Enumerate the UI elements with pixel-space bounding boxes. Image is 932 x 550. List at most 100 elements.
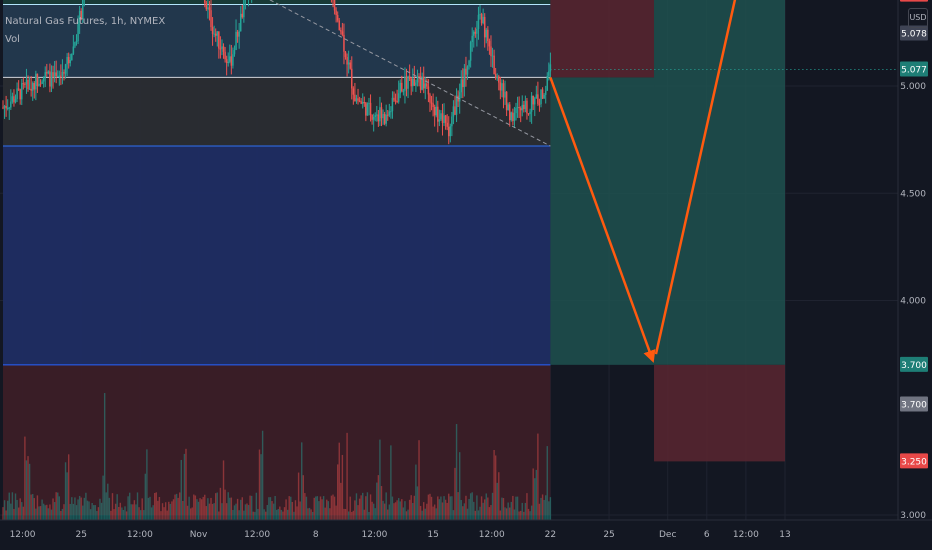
candle-body: [365, 102, 367, 116]
volume-bar: [540, 497, 542, 520]
volume-bar: [143, 510, 145, 520]
candle-body: [451, 116, 453, 127]
candle-body: [413, 78, 416, 86]
volume-bar: [391, 496, 394, 520]
price-tag-label: 3.250: [901, 457, 927, 467]
volume-bar: [38, 506, 40, 520]
volume-bar: [443, 496, 445, 520]
volume-bar: [397, 498, 400, 520]
volume-bar: [113, 509, 115, 520]
candle-body: [236, 31, 239, 37]
profit-zone: [654, 0, 785, 365]
candle-body: [369, 102, 372, 115]
volume-bar: [63, 504, 65, 520]
candle-body: [33, 83, 36, 90]
currency-button[interactable]: USD: [908, 8, 928, 28]
volume-bar: [218, 511, 220, 520]
candle-body: [64, 64, 67, 74]
volume-bar: [86, 500, 89, 520]
candle-body: [518, 107, 520, 109]
candle-body: [25, 79, 28, 85]
volume-bar: [269, 497, 272, 520]
volume-bar: [429, 493, 431, 520]
volume-bar: [27, 456, 29, 520]
volume-bar: [463, 503, 466, 520]
volume-bar: [83, 497, 86, 520]
candle-body: [496, 76, 498, 79]
candle-body: [544, 90, 547, 95]
candle-body: [399, 82, 402, 94]
candle-body: [474, 31, 477, 34]
volume-bar: [471, 492, 473, 520]
volume-bar: [44, 505, 46, 520]
candle-body: [473, 31, 475, 36]
candle-body: [27, 79, 29, 90]
volume-bar: [291, 501, 294, 520]
volume-bar: [114, 503, 117, 520]
candle-body: [77, 21, 79, 42]
volume-bar: [308, 507, 311, 520]
volume-bar: [252, 511, 254, 520]
volume-bar: [235, 503, 237, 520]
volume-bar: [144, 473, 147, 520]
volume-bar: [288, 496, 290, 520]
time-tick-label: 25: [603, 530, 614, 540]
time-tick-label: 13: [779, 530, 790, 540]
candle-body: [494, 74, 497, 79]
candle-body: [10, 101, 12, 108]
volume-bar: [6, 500, 9, 520]
volume-bar: [135, 504, 137, 520]
candle-body: [541, 89, 544, 99]
volume-bar: [74, 497, 76, 520]
candle-body: [404, 76, 406, 91]
candle-body: [543, 94, 545, 99]
time-tick-label: 12:00: [361, 530, 387, 540]
volume-bar: [476, 495, 478, 520]
volume-bar: [440, 496, 442, 520]
candle-body: [402, 90, 405, 92]
volume-bar: [149, 496, 151, 520]
volume-bar: [388, 504, 391, 520]
volume-bar: [72, 503, 75, 520]
volume-bar: [412, 502, 414, 520]
candle-body: [444, 115, 447, 123]
volume-bar: [416, 486, 419, 520]
volume-bar: [404, 501, 406, 520]
volume-bar: [225, 503, 228, 520]
candle-body: [512, 112, 514, 122]
candle-body: [516, 107, 519, 109]
candle-body: [418, 76, 420, 78]
volume-bar: [179, 492, 181, 520]
candle-body: [376, 114, 378, 116]
volume-bar: [58, 496, 61, 520]
volume-bar: [274, 495, 276, 520]
volume-bar: [335, 505, 337, 520]
candle-body: [412, 78, 414, 87]
volume-bar: [322, 496, 325, 520]
candle-body: [408, 76, 411, 79]
volume-bar: [380, 486, 383, 520]
candle-body: [233, 49, 236, 55]
candle-body: [371, 114, 373, 120]
volume-bar: [282, 511, 284, 520]
candle-body: [344, 51, 347, 58]
candle-body: [452, 106, 455, 117]
volume-bar: [394, 502, 397, 520]
candle-body: [69, 60, 72, 64]
volume-bar: [177, 497, 179, 520]
candle-body: [241, 13, 244, 18]
volume-bar: [545, 495, 547, 520]
candle-body: [355, 98, 358, 102]
candle-body: [471, 35, 473, 43]
volume-bar: [255, 492, 258, 520]
candle-body: [422, 76, 425, 89]
candle-body: [521, 104, 523, 111]
volume-bar: [311, 511, 314, 520]
volume-bar: [152, 505, 154, 520]
volume-bar: [426, 503, 428, 520]
candle-body: [527, 113, 530, 115]
candle-body: [499, 82, 502, 91]
volume-bar: [169, 503, 172, 520]
candle-body: [401, 82, 403, 92]
